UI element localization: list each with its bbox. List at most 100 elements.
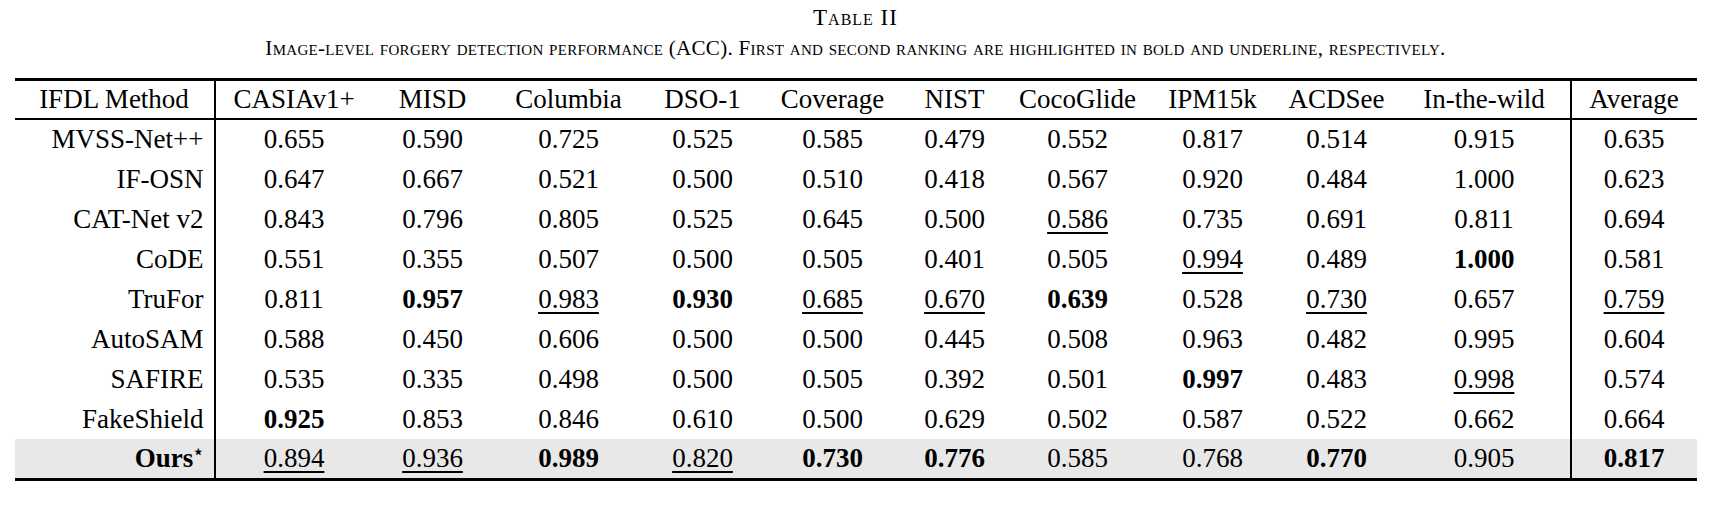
value-text: 0.920	[1182, 164, 1243, 194]
value-text: 0.925	[264, 404, 325, 434]
value-text: 0.894	[264, 443, 325, 473]
value-cell: 0.657	[1399, 279, 1571, 319]
value-text: 0.510	[802, 164, 863, 194]
value-text: 0.691	[1306, 204, 1367, 234]
value-text: 0.664	[1604, 404, 1665, 434]
method-cell: CAT-Net v2	[15, 199, 215, 239]
value-text: 0.588	[264, 324, 325, 354]
value-cell: 0.498	[493, 359, 645, 399]
value-text: 0.590	[402, 124, 463, 154]
header-row: IFDL MethodCASIAv1+MISDColumbiaDSO-1Cove…	[15, 79, 1697, 119]
column-header: Columbia	[493, 79, 645, 119]
value-cell: 0.484	[1275, 159, 1399, 199]
value-text: 0.776	[924, 443, 985, 473]
value-text: 0.502	[1047, 404, 1108, 434]
value-text: 0.585	[1047, 443, 1108, 473]
value-cell: 0.574	[1571, 359, 1697, 399]
method-label: CAT-Net v2	[73, 204, 203, 234]
value-cell: 0.694	[1571, 199, 1697, 239]
value-cell: 0.505	[761, 359, 905, 399]
value-cell: 0.510	[761, 159, 905, 199]
value-text: 0.647	[264, 164, 325, 194]
value-text: 0.500	[672, 324, 733, 354]
value-cell: 0.670	[905, 279, 1005, 319]
value-text: 0.796	[402, 204, 463, 234]
value-cell: 0.500	[645, 359, 761, 399]
column-header: ACDSee	[1275, 79, 1399, 119]
value-cell: 0.776	[905, 439, 1005, 479]
value-cell: 0.552	[1005, 119, 1151, 159]
method-label: Ours	[135, 443, 194, 473]
value-cell: 0.725	[493, 119, 645, 159]
column-header: CocoGlide	[1005, 79, 1151, 119]
value-text: 0.610	[672, 404, 733, 434]
value-cell: 1.000	[1399, 239, 1571, 279]
value-text: 0.418	[924, 164, 985, 194]
value-text: 0.817	[1182, 124, 1243, 154]
value-text: 0.500	[672, 244, 733, 274]
method-label: SAFIRE	[110, 364, 203, 394]
value-cell: 0.639	[1005, 279, 1151, 319]
value-text: 0.759	[1604, 284, 1665, 314]
value-cell: 0.853	[373, 399, 493, 439]
value-cell: 0.567	[1005, 159, 1151, 199]
method-label: MVSS-Net++	[52, 124, 204, 154]
value-cell: 0.500	[761, 319, 905, 359]
value-cell: 0.521	[493, 159, 645, 199]
value-cell: 0.401	[905, 239, 1005, 279]
column-header: CASIAv1+	[215, 79, 373, 119]
column-header: NIST	[905, 79, 1005, 119]
value-text: 1.000	[1454, 244, 1515, 274]
value-cell: 0.483	[1275, 359, 1399, 399]
value-cell: 0.995	[1399, 319, 1571, 359]
value-cell: 0.604	[1571, 319, 1697, 359]
value-cell: 0.994	[1151, 239, 1275, 279]
value-cell: 0.662	[1399, 399, 1571, 439]
value-cell: 0.905	[1399, 439, 1571, 479]
value-text: 0.963	[1182, 324, 1243, 354]
value-text: 0.639	[1047, 284, 1108, 314]
value-cell: 0.925	[215, 399, 373, 439]
value-text: 0.957	[402, 284, 463, 314]
value-cell: 0.989	[493, 439, 645, 479]
method-cell: IF-OSN	[15, 159, 215, 199]
value-text: 0.662	[1454, 404, 1515, 434]
table-title: Table II	[0, 0, 1711, 31]
value-text: 0.567	[1047, 164, 1108, 194]
method-label: AutoSAM	[91, 324, 204, 354]
value-text: 0.667	[402, 164, 463, 194]
value-cell: 0.647	[215, 159, 373, 199]
value-text: 0.730	[802, 443, 863, 473]
value-cell: 0.525	[645, 199, 761, 239]
value-text: 0.514	[1306, 124, 1367, 154]
value-text: 0.817	[1604, 443, 1665, 473]
value-text: 0.581	[1604, 244, 1665, 274]
value-text: 0.770	[1306, 443, 1367, 473]
value-cell: 0.635	[1571, 119, 1697, 159]
value-cell: 0.551	[215, 239, 373, 279]
value-cell: 0.502	[1005, 399, 1151, 439]
method-label: FakeShield	[82, 404, 204, 434]
value-cell: 0.920	[1151, 159, 1275, 199]
value-text: 0.811	[264, 284, 324, 314]
method-cell: Ours⋆	[15, 439, 215, 479]
value-text: 0.483	[1306, 364, 1367, 394]
table-row: CAT-Net v20.8430.7960.8050.5250.6450.500…	[15, 199, 1697, 239]
value-cell: 0.392	[905, 359, 1005, 399]
value-text: 0.500	[672, 364, 733, 394]
column-header: Coverage	[761, 79, 905, 119]
document-page: Table II Image-level forgery detection p…	[0, 0, 1711, 527]
value-cell: 0.514	[1275, 119, 1399, 159]
method-cell: TruFor	[15, 279, 215, 319]
value-text: 0.843	[264, 204, 325, 234]
value-text: 0.585	[802, 124, 863, 154]
value-text: 0.535	[264, 364, 325, 394]
value-cell: 0.997	[1151, 359, 1275, 399]
value-text: 0.505	[802, 364, 863, 394]
value-cell: 0.500	[645, 239, 761, 279]
value-cell: 0.843	[215, 199, 373, 239]
value-cell: 0.610	[645, 399, 761, 439]
value-text: 0.450	[402, 324, 463, 354]
value-cell: 0.685	[761, 279, 905, 319]
table-row: Ours⋆0.8940.9360.9890.8200.7300.7760.585…	[15, 439, 1697, 479]
